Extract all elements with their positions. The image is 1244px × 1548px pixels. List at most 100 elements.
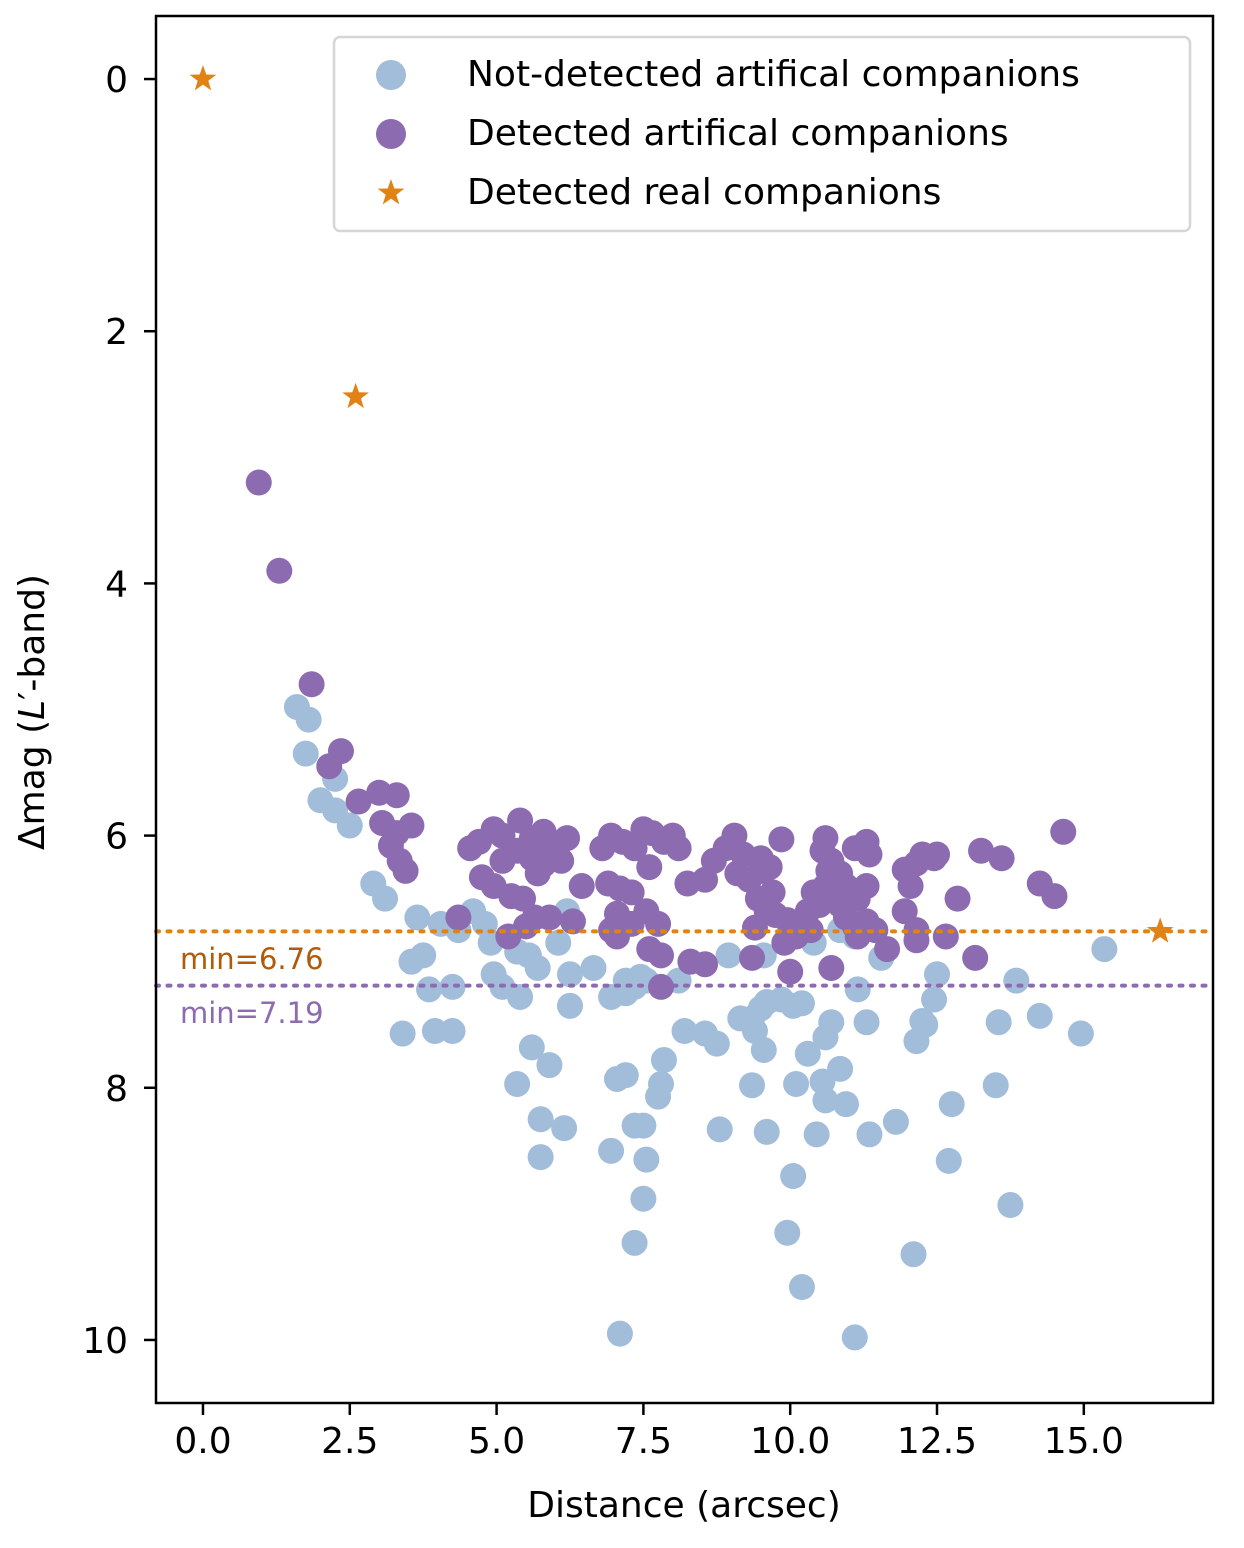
x-tick-label: 2.5 <box>321 1421 378 1462</box>
y-tick-label: 4 <box>105 564 128 605</box>
detected-point <box>741 914 768 941</box>
real-companion-star <box>342 382 369 409</box>
legend-real-marker <box>377 179 405 205</box>
not-detected-point <box>389 1020 416 1047</box>
not-detected-point <box>416 976 443 1003</box>
x-tick-label: 12.5 <box>897 1421 977 1462</box>
detected-point <box>665 835 692 862</box>
not-detected-point <box>518 1034 545 1061</box>
detected-point <box>603 923 630 950</box>
not-detected-point <box>536 1052 563 1079</box>
detected-point <box>548 847 575 874</box>
y-tick-label: 0 <box>105 60 128 101</box>
not-detected-point <box>827 1055 854 1082</box>
not-detected-point <box>556 992 583 1019</box>
not-detected-point <box>750 1036 777 1063</box>
legend: Not-detected artifical companions Detect… <box>332 35 1192 233</box>
not-detected-point <box>856 1121 883 1148</box>
not-detected-point <box>783 1070 810 1097</box>
x-tick-label: 15.0 <box>1044 1421 1124 1462</box>
not-detected-point <box>818 1009 845 1036</box>
not-detected-point <box>580 954 607 981</box>
legend-not-detected-label: Not-detected artifical companions <box>467 54 1080 95</box>
not-detected-point <box>630 1185 657 1212</box>
not-detected-point <box>1003 967 1030 994</box>
detected-point <box>818 954 845 981</box>
axes-layer: 0.0 2.5 5.0 7.5 10.0 12.5 15.0 0 2 4 6 8 10 <box>82 14 1215 1462</box>
not-detected-point <box>882 1108 909 1135</box>
detected-point <box>903 927 930 954</box>
not-detected-point <box>938 1091 965 1118</box>
min-detected-label: min=7.19 <box>180 996 324 1030</box>
reference-lines-layer <box>154 929 1215 988</box>
not-detected-point <box>551 1115 578 1142</box>
detected-point <box>510 885 537 912</box>
not-detected-point <box>1067 1020 1094 1047</box>
not-detected-point <box>832 1091 859 1118</box>
detected-point <box>891 898 918 925</box>
not-detected-point <box>985 1009 1012 1036</box>
detected-point <box>768 826 795 853</box>
not-detected-point <box>292 740 319 767</box>
detected-point <box>245 469 272 496</box>
detected-point <box>398 812 425 839</box>
not-detected-point <box>788 1273 815 1300</box>
x-tick-label: 0.0 <box>174 1421 231 1462</box>
not-detected-point <box>372 885 399 912</box>
detected-point <box>645 910 672 937</box>
series-1 <box>245 469 1077 1000</box>
y-axis-label-suffix: ′-band) <box>12 574 53 700</box>
plot-frame <box>154 14 1215 1405</box>
not-detected-point <box>295 706 322 733</box>
not-detected-point <box>1026 1002 1053 1029</box>
not-detected-point <box>780 1163 807 1190</box>
detected-point <box>568 873 595 900</box>
not-detected-point <box>671 1018 698 1045</box>
legend-detected-label: Detected artifical companions <box>467 113 1009 154</box>
y-tick-label: 8 <box>105 1069 128 1110</box>
marks-layer <box>189 65 1174 1351</box>
not-detected-point <box>803 1121 830 1148</box>
detected-point <box>968 837 995 864</box>
not-detected-point <box>439 1018 466 1045</box>
not-detected-point <box>844 976 871 1003</box>
y-tick-label: 10 <box>82 1321 128 1362</box>
not-detected-point <box>645 1083 672 1110</box>
not-detected-point <box>900 1241 927 1268</box>
detected-point <box>962 944 989 971</box>
not-detected-point <box>612 1062 639 1089</box>
detected-point <box>636 854 663 881</box>
detected-point <box>756 854 783 881</box>
detected-point <box>554 825 581 852</box>
x-tick-label: 10.0 <box>750 1421 830 1462</box>
not-detected-point <box>982 1072 1009 1099</box>
x-axis-label: Distance (arcsec) <box>527 1485 841 1526</box>
detected-point <box>445 904 472 931</box>
not-detected-point <box>504 1070 531 1097</box>
detected-point <box>739 944 766 971</box>
detected-point <box>298 671 325 698</box>
not-detected-point <box>527 1106 554 1133</box>
not-detected-point <box>753 1118 780 1145</box>
detected-point <box>812 825 839 852</box>
detected-point <box>618 879 645 906</box>
not-detected-point <box>556 961 583 988</box>
y-axis-label-band: L <box>12 700 53 720</box>
detected-point <box>844 923 871 950</box>
not-detected-point <box>812 1087 839 1114</box>
detected-point <box>800 879 827 906</box>
not-detected-point <box>404 904 431 931</box>
legend-box <box>332 35 1192 233</box>
not-detected-point <box>921 986 948 1013</box>
not-detected-point <box>715 942 742 969</box>
not-detected-point <box>507 983 534 1010</box>
not-detected-point <box>935 1147 962 1174</box>
detected-point <box>924 841 951 868</box>
not-detected-point <box>1091 936 1118 963</box>
legend-not-detected-marker <box>376 60 406 90</box>
not-detected-point <box>739 1072 766 1099</box>
not-detected-point <box>703 1030 730 1057</box>
real-companion-star <box>189 65 217 91</box>
